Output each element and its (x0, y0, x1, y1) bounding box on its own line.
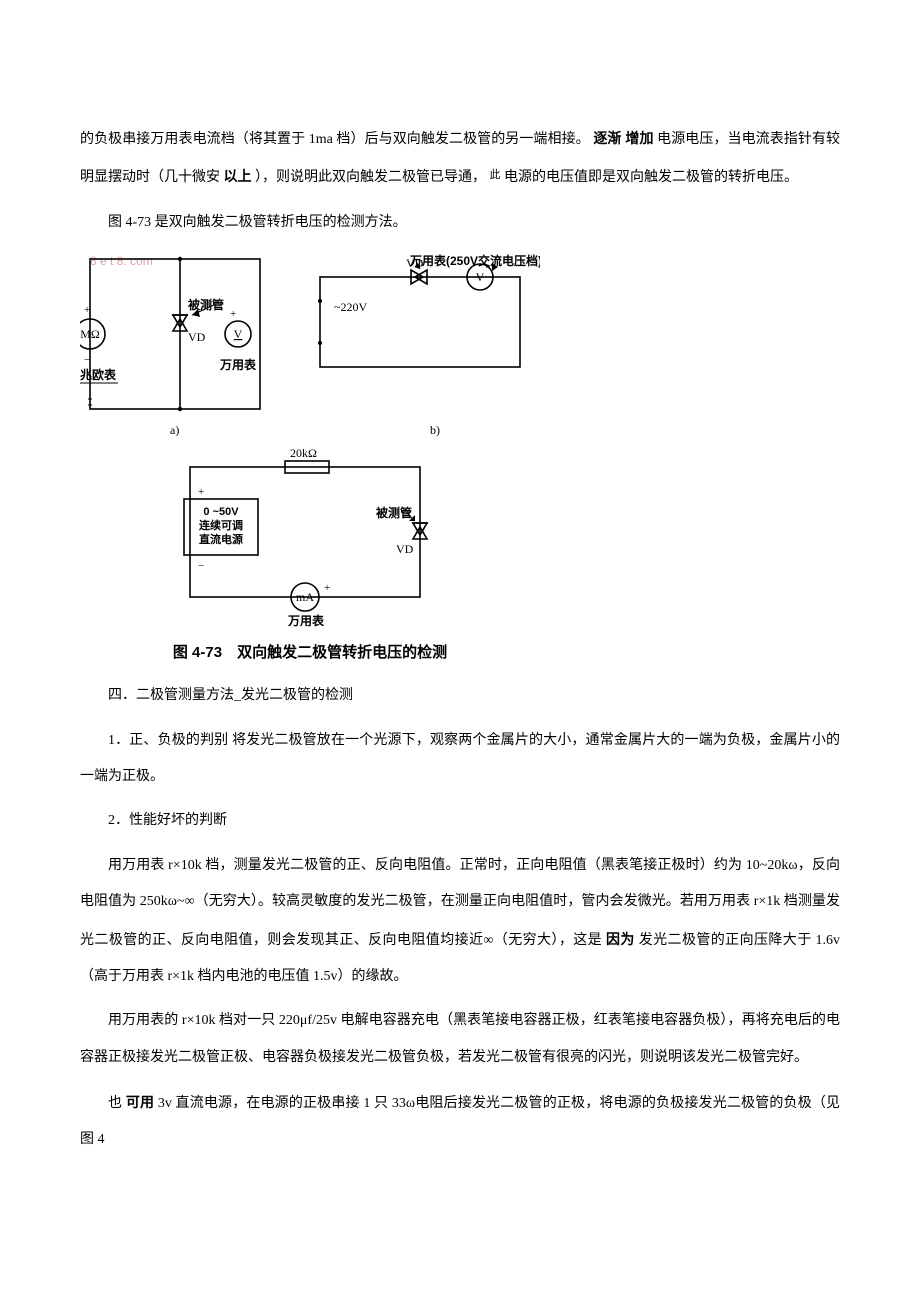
svg-text:直流电源: 直流电源 (199, 532, 243, 546)
emphasis: 以上 (224, 168, 252, 184)
emphasis: 因为 (606, 931, 635, 947)
svg-text:−: − (84, 354, 90, 366)
paragraph-7: 用万用表的 r×10k 档对一只 220μf/25v 电解电容器充电（黑表笔接电… (80, 1003, 840, 1076)
svg-text:兆欧表: 兆欧表 (80, 367, 117, 382)
svg-text:万用表: 万用表 (219, 357, 257, 372)
svg-text:万用表: 万用表 (287, 613, 325, 628)
paragraph-2: 图 4-73 是双向触发二极管转折电压的检测方法。 (80, 205, 840, 241)
text: 也 (108, 1096, 126, 1111)
figure-caption: 图 4-73 双向触发二极管转折电压的检测 (80, 633, 540, 672)
svg-text:连续可调: 连续可调 (199, 518, 243, 532)
emphasis: 可用 (126, 1094, 154, 1110)
text: 的负极串接万用表电流档（将其置于 1ma 档）后与双向触发二极管的另一端相接。 (80, 132, 590, 147)
svg-text:被测管: 被测管 (376, 505, 412, 520)
subfig-c: 20kΩ 0 ~50V 连续可调 直流电源 + − 被测管 VD mA 万用表 … (184, 446, 428, 629)
svg-text:a): a) (170, 423, 179, 437)
paragraph-1: 的负极串接万用表电流档（将其置于 1ma 档）后与双向触发二极管的另一端相接。 … (80, 120, 840, 197)
paragraph-3: 四．二极管测量方法_发光二极管的检测 (80, 678, 840, 714)
svg-text:VD: VD (396, 542, 414, 556)
svg-text:VD: VD (406, 256, 424, 270)
text: 3v 直流电源，在电源的正极串接 1 只 33ω电阻后接发光二极管的正极，将电源… (80, 1096, 840, 1147)
svg-text:+: + (324, 582, 330, 594)
svg-text:20kΩ: 20kΩ (290, 446, 317, 460)
svg-text:V: V (476, 270, 485, 284)
circuit-diagram-svg: .wire { stroke:#000; stroke-width:1.6; f… (80, 249, 540, 629)
subfig-a: MΩ + − 兆欧表 被测管 VD V + 万用表 (80, 257, 260, 437)
svg-text:被测管: 被测管 (188, 297, 224, 312)
svg-text:+: + (198, 486, 204, 498)
svg-text:b): b) (430, 423, 440, 437)
subfig-b: 万用表(250V交流电压档) V VD ~220V b) (318, 253, 540, 437)
text: 电源的电压值即是双向触发二极管的转折电压。 (504, 170, 798, 185)
svg-text:V: V (234, 327, 243, 341)
text: ），则说明此双向触发二极管已导通， (255, 170, 486, 185)
paragraph-5: 2．性能好坏的判断 (80, 803, 840, 839)
emphasis: 逐渐 增加 (593, 130, 653, 146)
svg-text:mA: mA (296, 590, 314, 604)
paragraph-4: 1．正、负极的判别 将发光二极管放在一个光源下，观察两个金属片的大小，通常金属片… (80, 723, 840, 796)
figure-4-73: .wire { stroke:#000; stroke-width:1.6; f… (80, 249, 840, 672)
text-sup: 此 (490, 169, 501, 181)
watermark: 8 e t 8. com (90, 254, 153, 268)
svg-text:MΩ: MΩ (80, 327, 100, 341)
svg-text:0 ~50V: 0 ~50V (203, 506, 239, 518)
svg-text:~220V: ~220V (334, 300, 367, 314)
paragraph-8: 也 可用 3v 直流电源，在电源的正极串接 1 只 33ω电阻后接发光二极管的正… (80, 1084, 840, 1159)
svg-text:VD: VD (188, 330, 206, 344)
paragraph-6: 用万用表 r×10k 档，测量发光二极管的正、反向电阻值。正常时，正向电阻值（黑… (80, 848, 840, 996)
svg-text:+: + (84, 304, 90, 316)
svg-text:−: − (198, 560, 204, 572)
svg-text:+: + (230, 308, 236, 320)
